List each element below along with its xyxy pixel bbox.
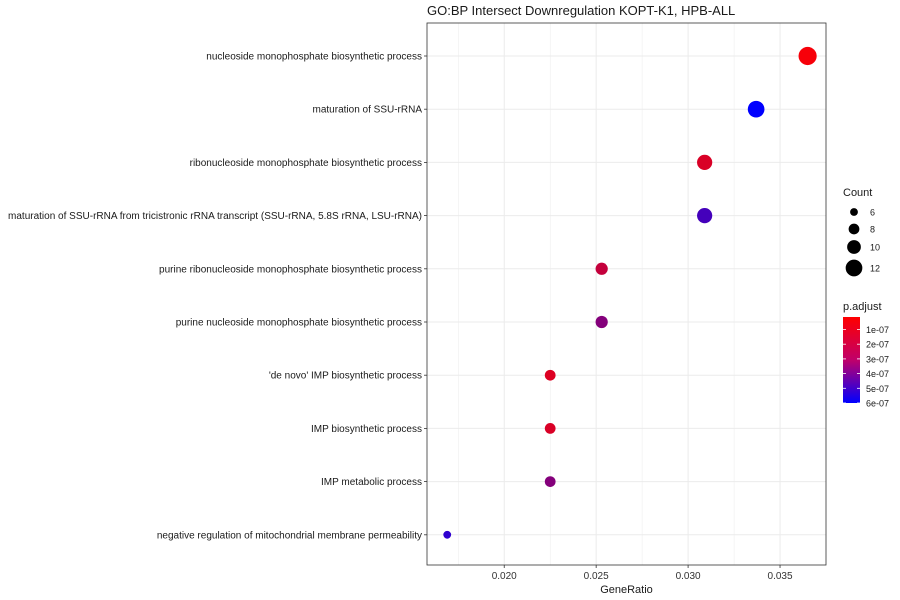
x-axis: 0.020 0.025 0.030 0.035	[492, 565, 793, 582]
p-adjust-label: 6e-07	[866, 399, 889, 409]
count-legend-label: 10	[870, 243, 880, 253]
count-legend-key	[845, 259, 863, 277]
count-legend-label: 6	[870, 208, 875, 218]
p-adjust-label: 4e-07	[866, 369, 889, 379]
plot-border	[426, 22, 827, 566]
data-point	[595, 262, 608, 275]
data-point	[544, 369, 556, 381]
data-point	[747, 100, 765, 118]
data-point	[443, 530, 452, 539]
y-tick-label: ribonucleoside monophosphate biosyntheti…	[190, 158, 422, 169]
p-adjust-legend-title: p.adjust	[843, 301, 882, 313]
count-legend-label: 12	[870, 264, 880, 274]
p-adjust-label: 3e-07	[866, 354, 889, 364]
x-tick-label: 0.035	[768, 571, 793, 582]
data-point	[798, 46, 817, 66]
count-legend: Count 6 8 10 12	[843, 187, 880, 277]
y-tick-label: purine ribonucleoside monophosphate bios…	[159, 264, 422, 275]
p-adjust-colorbar	[843, 317, 860, 403]
x-tick-label: 0.030	[676, 571, 701, 582]
count-legend-key	[848, 223, 860, 235]
y-axis: nucleoside monophosphate biosynthetic pr…	[8, 52, 427, 541]
y-tick-label: IMP biosynthetic process	[311, 424, 422, 435]
y-tick-label: maturation of SSU-rRNA	[313, 105, 423, 116]
x-tick-label: 0.020	[492, 571, 517, 582]
count-legend-label: 8	[870, 225, 875, 235]
data-point	[595, 315, 608, 329]
p-adjust-legend: p.adjust 1e-07 2e-07 3e-07 4e-07 5e-07 6e-07	[843, 301, 889, 409]
data-point	[544, 476, 556, 487]
plot-panel	[426, 22, 827, 566]
data-point	[697, 208, 713, 224]
plot-background	[427, 23, 826, 565]
y-tick-label: 'de novo' IMP biosynthetic process	[269, 371, 422, 382]
x-axis-title: GeneRatio	[600, 584, 653, 596]
data-point	[544, 423, 556, 434]
p-adjust-label: 2e-07	[866, 340, 889, 350]
count-legend-title: Count	[843, 187, 872, 199]
p-adjust-label: 1e-07	[866, 325, 889, 335]
chart-title: GO:BP Intersect Downregulation KOPT-K1, …	[427, 3, 735, 18]
y-tick-label: negative regulation of mitochondrial mem…	[157, 530, 422, 541]
data-points	[443, 46, 817, 539]
count-legend-key	[850, 208, 858, 216]
p-adjust-label: 5e-07	[866, 384, 889, 394]
y-tick-label: maturation of SSU-rRNA from tricistronic…	[8, 211, 422, 222]
y-tick-label: nucleoside monophosphate biosynthetic pr…	[206, 52, 422, 63]
y-tick-label: purine nucleoside monophosphate biosynth…	[176, 318, 422, 329]
x-tick-label: 0.025	[584, 571, 609, 582]
count-legend-key	[847, 240, 861, 254]
y-tick-label: IMP metabolic process	[321, 477, 422, 488]
data-point	[697, 154, 713, 170]
grid-lines	[427, 23, 826, 565]
